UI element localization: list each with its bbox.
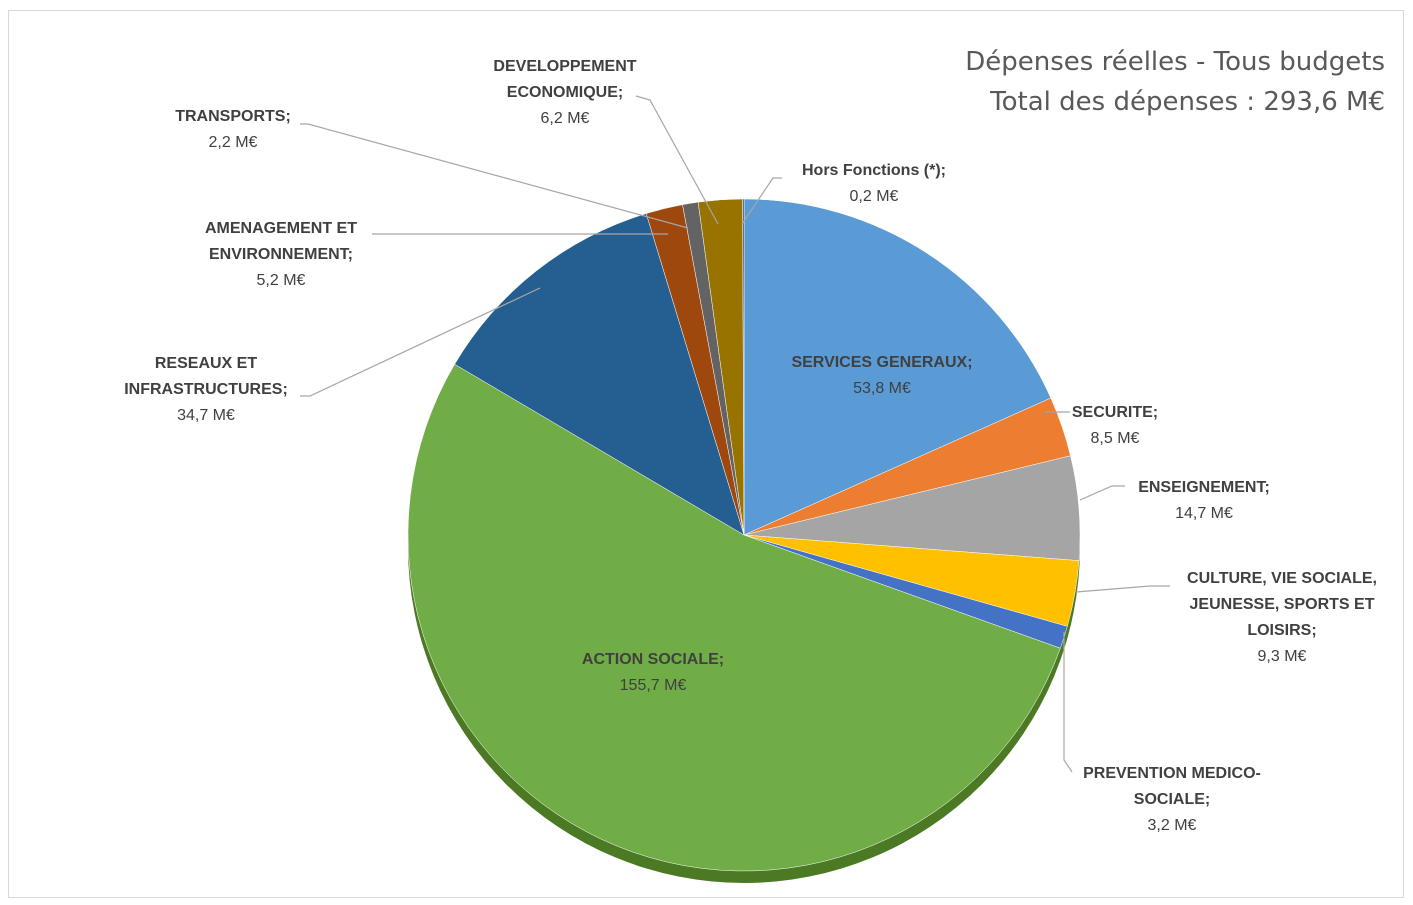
slice-label-name: SERVICES GENERAUX;	[791, 354, 972, 371]
slice-labels: SERVICES GENERAUX; 53,8 M€ SECURITE; 8,5 M€…	[124, 58, 1377, 834]
pie-slice-services-generaux	[743, 198, 1052, 536]
slice-label-reseaux-et-infrastructures: RESEAUX ET INFRASTRUCTURES; 34,7 M€	[124, 355, 288, 424]
leader-line-hors-fonctions	[741, 177, 782, 225]
slice-label-name: ACTION SOCIALE;	[582, 651, 724, 668]
pie-slices	[407, 198, 1081, 872]
slice-label-culture-vie-sociale-jeunesse-sports-et-loisirs: CULTURE, VIE SOCIALE, JEUNESSE, SPORTS ET…	[1187, 570, 1377, 665]
pie-slice-action-sociale	[407, 363, 1061, 872]
leader-line-culture-vie-sociale-jeunesse-sports-et-loisirs	[1075, 585, 1170, 593]
leader-line-developpement-economique	[635, 95, 719, 225]
slice-label-name: ECONOMIQUE;	[507, 84, 623, 101]
slice-label-name: SOCIALE;	[1134, 791, 1210, 808]
slice-label-name: AMENAGEMENT ET	[205, 220, 357, 237]
slice-label-value: 9,3 M€	[1258, 648, 1307, 665]
leader-lines	[300, 95, 1170, 773]
slice-label-value: 5,2 M€	[257, 272, 306, 289]
chart-title: Dépenses réelles - Tous budgets Total des…	[965, 47, 1385, 117]
pie-slice-hors-fonctions	[742, 198, 745, 536]
slice-label-name: DEVELOPPEMENT	[493, 58, 636, 75]
slice-label-value: 3,2 M€	[1148, 817, 1197, 834]
slice-label-value: 6,2 M€	[541, 110, 590, 127]
slice-label-name: PREVENTION MEDICO-	[1083, 765, 1261, 782]
leader-line-transports	[300, 123, 689, 229]
slice-label-action-sociale: ACTION SOCIALE; 155,7 M€	[582, 651, 724, 694]
slice-label-value: 53,8 M€	[853, 380, 911, 397]
chart-title-line-1: Dépenses réelles - Tous budgets	[965, 47, 1385, 77]
slice-label-name: INFRASTRUCTURES;	[124, 381, 288, 398]
slice-label-prevention-medico-sociale: PREVENTION MEDICO- SOCIALE; 3,2 M€	[1083, 765, 1261, 834]
slice-label-value: 8,5 M€	[1091, 430, 1140, 447]
slice-label-name: ENSEIGNEMENT;	[1138, 479, 1270, 496]
slice-label-value: 14,7 M€	[1175, 505, 1233, 522]
slice-label-services-generaux: SERVICES GENERAUX; 53,8 M€	[791, 354, 972, 397]
slice-label-value: 34,7 M€	[177, 407, 235, 424]
slice-label-value: 0,2 M€	[850, 188, 899, 205]
slice-label-developpement-economique: DEVELOPPEMENT ECONOMIQUE; 6,2 M€	[493, 58, 636, 127]
leader-line-prevention-medico-sociale	[1063, 632, 1073, 773]
slice-label-name: SECURITE;	[1072, 404, 1158, 421]
slice-label-name: RESEAUX ET	[155, 355, 257, 372]
chart-title-line-2: Total des dépenses : 293,6 M€	[989, 87, 1385, 117]
leader-line-reseaux-et-infrastructures	[300, 287, 541, 397]
slice-label-amenagement-et-environnement: AMENAGEMENT ET ENVIRONNEMENT; 5,2 M€	[205, 220, 357, 289]
slice-label-hors-fonctions: Hors Fonctions (*); 0,2 M€	[802, 162, 946, 205]
slice-label-name: LOISIRS;	[1247, 622, 1316, 639]
slice-label-name: Hors Fonctions (*);	[802, 162, 946, 179]
slice-label-value: 155,7 M€	[620, 677, 687, 694]
slice-label-transports: TRANSPORTS; 2,2 M€	[175, 108, 291, 151]
slice-label-name: CULTURE, VIE SOCIALE,	[1187, 570, 1377, 587]
leader-line-enseignement	[1079, 485, 1125, 501]
slice-label-name: JEUNESSE, SPORTS ET	[1190, 596, 1375, 613]
slice-label-securite: SECURITE; 8,5 M€	[1072, 404, 1158, 447]
slice-label-name: ENVIRONNEMENT;	[209, 246, 353, 263]
slice-label-value: 2,2 M€	[209, 134, 258, 151]
slice-label-enseignement: ENSEIGNEMENT; 14,7 M€	[1138, 479, 1270, 522]
slice-label-name: TRANSPORTS;	[175, 108, 291, 125]
